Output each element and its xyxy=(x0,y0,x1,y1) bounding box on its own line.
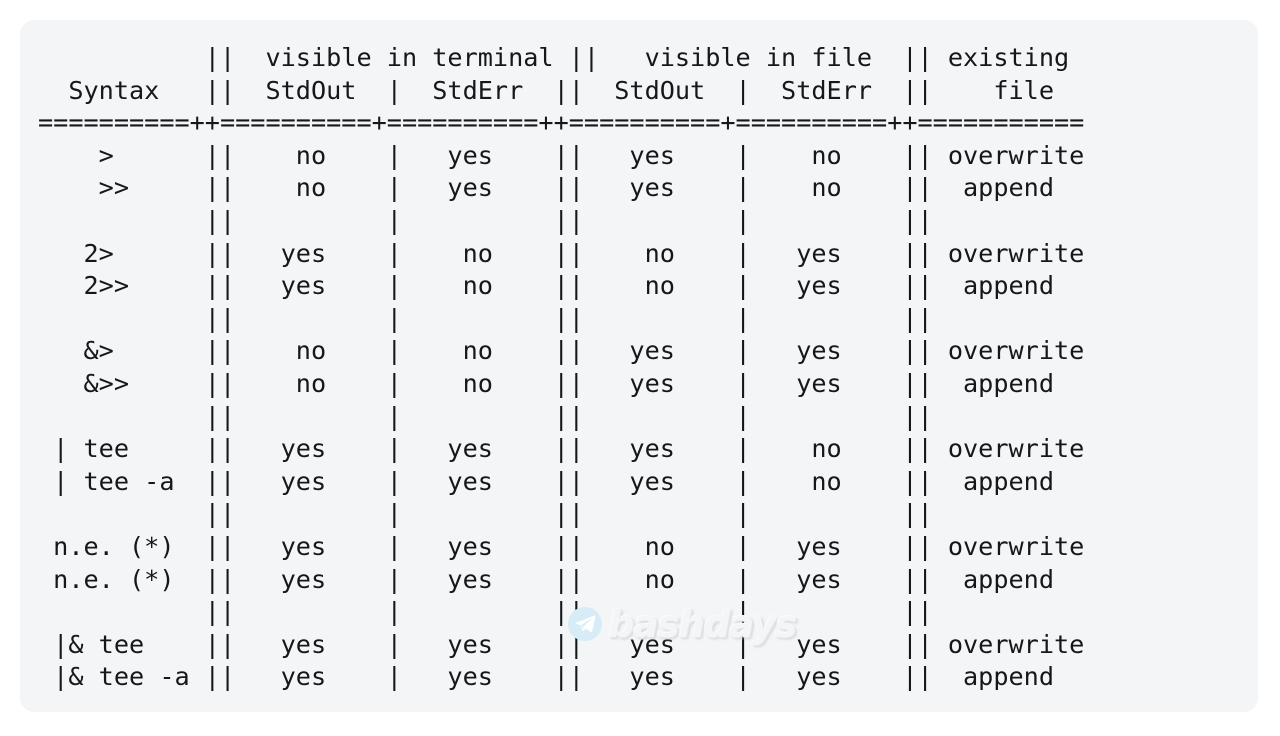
ascii-table-card: || visible in terminal || visible in fil… xyxy=(20,20,1258,712)
redirection-table-ascii: || visible in terminal || visible in fil… xyxy=(38,43,1085,692)
